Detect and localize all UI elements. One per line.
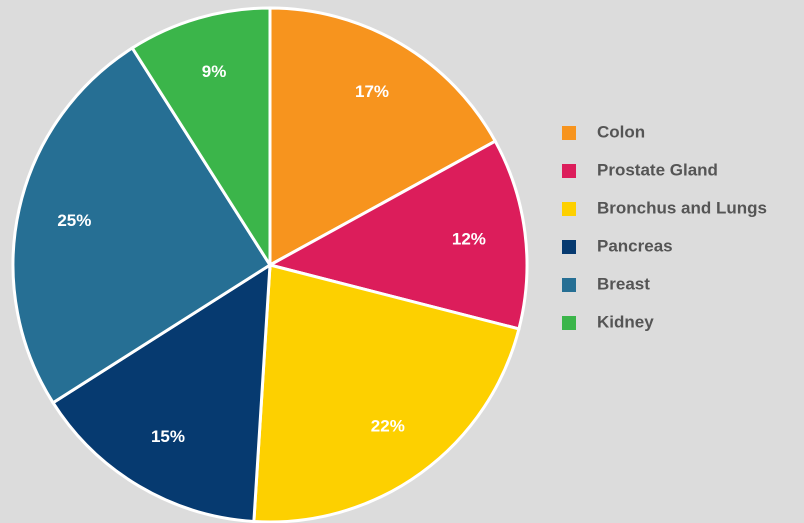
- legend-swatch: [562, 278, 576, 292]
- pie-slice: [50, 262, 272, 523]
- slice-label: 15%: [151, 427, 185, 446]
- legend-label: Kidney: [597, 312, 654, 331]
- slice-label: 17%: [355, 82, 389, 101]
- legend-swatch: [562, 202, 576, 216]
- legend-swatch: [562, 126, 576, 140]
- legend-label: Prostate Gland: [597, 160, 718, 179]
- slice-label: 12%: [452, 229, 486, 248]
- legend-label: Colon: [597, 122, 645, 141]
- legend-label: Pancreas: [597, 236, 673, 255]
- pie-slice: [268, 6, 498, 268]
- legend-swatch: [562, 316, 576, 330]
- slice-label: 22%: [371, 417, 405, 436]
- pie-slice: [265, 139, 529, 331]
- pie-slice: [11, 45, 273, 405]
- pie-slice: [252, 263, 521, 523]
- legend-label: Breast: [597, 274, 650, 293]
- legend-swatch: [562, 164, 576, 178]
- slice-label: 9%: [202, 62, 227, 81]
- pie-slice: [130, 6, 272, 271]
- legend-swatch: [562, 240, 576, 254]
- legend-label: Bronchus and Lungs: [597, 198, 767, 217]
- slice-label: 25%: [57, 211, 91, 230]
